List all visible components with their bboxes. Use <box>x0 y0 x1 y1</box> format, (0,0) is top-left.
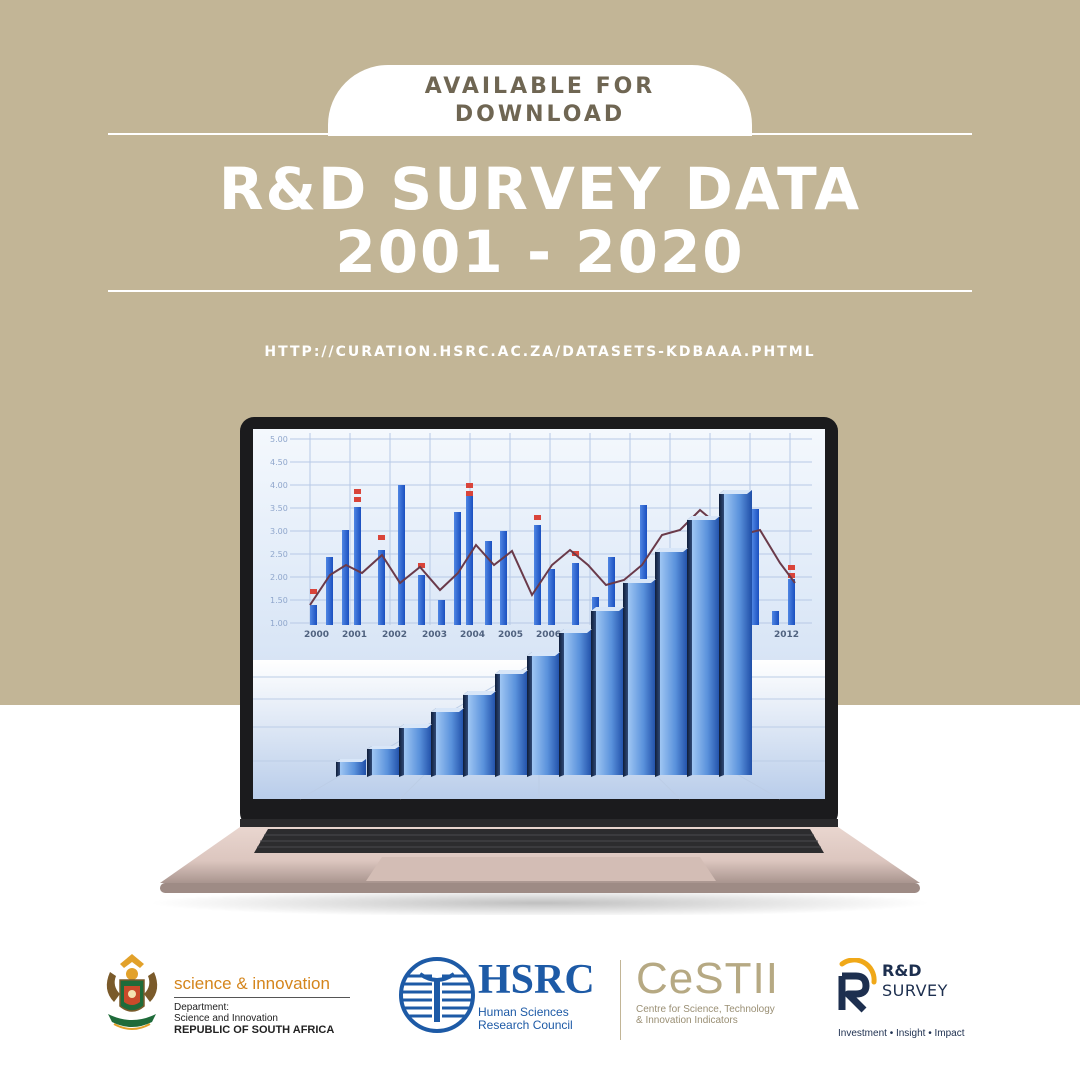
laptop-illustration: 5.00 4.50 4.00 3.50 3.00 2.50 2.00 1.50 … <box>150 417 930 915</box>
download-banner: AVAILABLE FOR DOWNLOAD <box>328 65 752 136</box>
partner-logos: science & innovation Department: Science… <box>0 940 1080 1050</box>
back-bar <box>608 557 615 625</box>
rd-survey-mark-icon <box>838 958 877 1013</box>
title-rule-top <box>108 133 972 135</box>
title-rule-bottom <box>108 290 972 292</box>
hsrc-emblem-icon <box>399 957 475 1033</box>
back-bar <box>772 611 779 625</box>
keyboard-keys <box>257 834 821 848</box>
hsrc-name: Human Sciences Research Council <box>478 1006 573 1032</box>
foreground-bar-tops <box>336 490 752 762</box>
back-bar <box>342 530 349 625</box>
fg-bar <box>564 629 592 775</box>
fg-bar <box>468 691 496 775</box>
y-tick: 2.50 <box>270 550 288 559</box>
y-tick: 1.00 <box>270 619 288 628</box>
dsi-name: science & innovation <box>174 974 330 993</box>
hsrc-logo: HSRC Human Sciences Research Council <box>398 954 608 1044</box>
rd-survey-tagline: Investment • Insight • Impact <box>838 1028 965 1039</box>
dsi-divider <box>174 997 350 998</box>
fg-bar <box>692 516 720 775</box>
back-bar <box>788 579 795 625</box>
foreground-bars <box>340 490 752 775</box>
hsrc-name-line-1: Human Sciences <box>478 1005 569 1019</box>
hsrc-name-line-2: Research Council <box>478 1018 573 1032</box>
back-bar <box>466 495 473 625</box>
x-tick: 2012 <box>774 630 799 640</box>
x-tick: 2002 <box>382 630 407 640</box>
headline-line-1: R&D SURVEY DATA <box>218 155 862 223</box>
fg-bar <box>372 746 400 775</box>
fg-bar <box>404 724 432 775</box>
fg-bar <box>500 670 528 775</box>
x-tick: 2001 <box>342 630 367 640</box>
cestii-abbr: CeSTII <box>636 954 779 1003</box>
x-tick: 2004 <box>460 630 485 640</box>
headline-line-2: 2001 - 2020 <box>335 218 745 286</box>
cestii-name-line-1: Centre for Science, Technology <box>636 1004 775 1015</box>
back-bar <box>326 557 333 625</box>
laptop-hinge <box>240 819 838 827</box>
dsi-country: REPUBLIC OF SOUTH AFRICA <box>174 1024 335 1036</box>
back-bar <box>454 512 461 625</box>
rd-survey-logo: R&D SURVEY Investment • Insight • Impact <box>836 956 996 1046</box>
fg-bar <box>532 652 560 775</box>
y-tick: 3.00 <box>270 527 288 536</box>
back-chart-y-ticks: 5.00 4.50 4.00 3.50 3.00 2.50 2.00 1.50 … <box>270 435 288 628</box>
fg-bar <box>724 490 752 775</box>
banner-line-2: DOWNLOAD <box>454 101 626 127</box>
laptop-shadow <box>150 889 930 915</box>
dsi-dept-label: Department: <box>174 1002 230 1013</box>
back-bar <box>534 525 541 625</box>
back-bar <box>310 605 317 625</box>
fg-bar <box>436 708 464 775</box>
x-tick: 2005 <box>498 630 523 640</box>
back-bar <box>548 569 555 625</box>
back-bar <box>398 485 405 625</box>
laptop-trackpad <box>366 857 716 881</box>
x-tick: 2000 <box>304 630 329 640</box>
y-tick: 4.00 <box>270 481 288 490</box>
rd-survey-subtitle: SURVEY <box>882 981 948 1000</box>
fg-bar <box>628 579 656 775</box>
y-tick: 5.00 <box>270 435 288 444</box>
banner-line-1: AVAILABLE FOR <box>424 73 656 99</box>
back-bar <box>418 575 425 625</box>
fg-bar <box>660 548 688 775</box>
y-tick: 2.00 <box>270 573 288 582</box>
y-tick: 4.50 <box>270 458 288 467</box>
back-bar <box>438 600 445 625</box>
back-chart-x-ticks: 2000 2001 2002 2003 2004 2005 2006 2012 <box>304 630 799 640</box>
fg-bar <box>340 759 366 775</box>
back-bar <box>500 531 507 625</box>
y-tick: 1.50 <box>270 596 288 605</box>
back-bar <box>640 505 647 625</box>
back-chart-bars <box>310 485 795 625</box>
x-tick: 2003 <box>422 630 447 640</box>
logo-divider <box>620 960 621 1040</box>
x-tick: 2006 <box>536 630 561 640</box>
y-tick: 3.50 <box>270 504 288 513</box>
back-bar <box>378 550 385 625</box>
rd-survey-title: R&D <box>882 961 922 980</box>
coat-of-arms-icon <box>106 954 158 1030</box>
back-bar <box>752 509 759 625</box>
dsi-logo: science & innovation Department: Science… <box>100 950 360 1040</box>
back-bar <box>572 563 579 625</box>
foreground-bar-sides <box>336 490 724 777</box>
dsi-dept-name: Science and Innovation <box>174 1013 278 1024</box>
dataset-url[interactable]: HTTP://CURATION.HSRC.AC.ZA/DATASETS-KDBA… <box>264 344 816 360</box>
back-bar <box>354 507 361 625</box>
back-bar <box>485 541 492 625</box>
hsrc-abbr: HSRC <box>478 957 595 1003</box>
laptop-front-edge <box>160 883 920 893</box>
fg-bar <box>596 607 624 775</box>
cestii-logo: CeSTII Centre for Science, Technology & … <box>636 954 816 1044</box>
cestii-name-line-2: & Innovation Indicators <box>636 1015 738 1026</box>
